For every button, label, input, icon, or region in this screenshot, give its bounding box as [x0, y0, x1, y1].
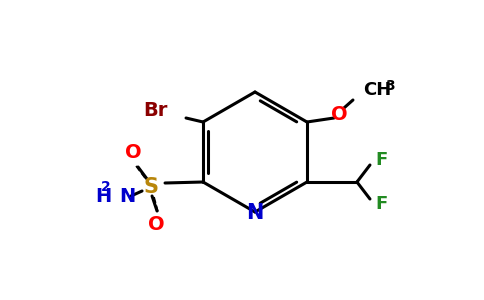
Text: H: H — [95, 188, 111, 206]
Text: O: O — [331, 104, 348, 124]
Text: O: O — [148, 215, 165, 235]
Text: F: F — [375, 151, 387, 169]
Text: N: N — [119, 188, 136, 206]
Text: N: N — [246, 203, 264, 223]
Text: O: O — [125, 143, 141, 163]
Text: F: F — [375, 195, 387, 213]
Text: 2: 2 — [101, 180, 111, 194]
Text: CH: CH — [363, 81, 391, 99]
Text: S: S — [144, 177, 159, 197]
Text: Br: Br — [144, 100, 168, 119]
Text: 3: 3 — [385, 79, 394, 93]
